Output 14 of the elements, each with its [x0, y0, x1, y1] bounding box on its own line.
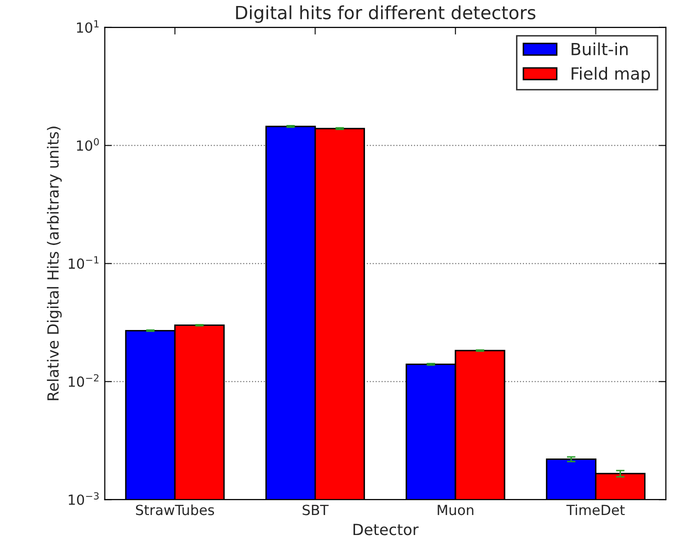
y-tick-label: 10$^{−1}$	[68, 256, 99, 269]
y-tick-label: 10$^{−2}$	[68, 374, 98, 387]
x-tick-label: SBT	[302, 504, 329, 516]
x-tick-label: TimeDet	[566, 504, 625, 516]
legend-label: Field map	[572, 66, 650, 84]
chart-title: Digital hits for different detectors	[236, 5, 536, 23]
y-tick-label: 10$^{0}$	[77, 138, 99, 151]
y-axis-title: Relative Digital Hits (arbitrary units)	[46, 126, 62, 400]
legend-label: Built-in	[572, 42, 628, 56]
y-tick-label: 10$^{−3}$	[68, 492, 99, 505]
x-axis-title: Detector	[354, 524, 419, 536]
y-tick-label: 10$^{1}$	[77, 20, 99, 33]
x-tick-label: StrawTubes	[136, 504, 214, 516]
x-tick-label: Muon	[438, 504, 474, 516]
